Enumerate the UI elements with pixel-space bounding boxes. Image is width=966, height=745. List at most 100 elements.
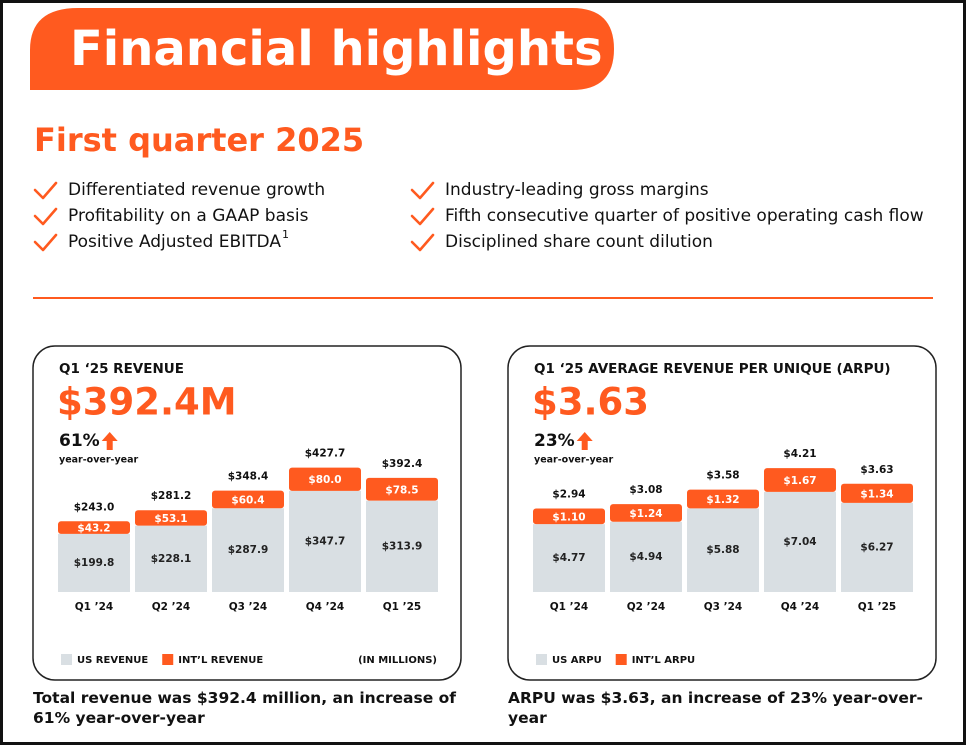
headline: $392.4M	[57, 381, 237, 424]
segment-label: $6.27	[860, 541, 893, 553]
bar-segment	[135, 510, 207, 526]
unit-note: (IN MILLIONS)	[358, 655, 437, 666]
card-title: Q1 ‘25 AVERAGE REVENUE PER UNIQUE (ARPU)	[534, 361, 891, 377]
segment-label: $199.8	[74, 557, 115, 569]
bar-segment	[366, 500, 438, 592]
legend-swatch	[61, 654, 72, 665]
total-label: $243.0	[74, 501, 115, 513]
segment-label: $80.0	[308, 474, 341, 486]
legend-swatch	[536, 654, 547, 665]
total-label: $281.2	[151, 490, 192, 502]
change-label: year-over-year	[534, 455, 614, 466]
up-arrow	[576, 432, 593, 450]
x-tick-label: Q1 ’25	[858, 601, 897, 613]
bar-segment	[58, 521, 130, 534]
bar-segment	[687, 489, 759, 509]
caption: Total revenue was $392.4 million, an inc…	[33, 689, 457, 727]
bar-segment	[289, 490, 361, 592]
bar-segment	[610, 521, 682, 592]
segment-label: $4.94	[629, 551, 662, 563]
segment-label: $1.34	[860, 488, 893, 500]
segment-label: $53.1	[154, 513, 187, 525]
up-arrow	[101, 432, 118, 450]
highlight-text: Positive Adjusted EBITDA	[68, 232, 281, 252]
total-label: $4.21	[783, 448, 816, 460]
total-label: $3.63	[860, 464, 893, 476]
check-icon	[410, 181, 435, 200]
segment-label: $228.1	[151, 553, 192, 565]
check-icon	[410, 233, 435, 252]
x-tick-label: Q1 ’25	[383, 601, 422, 613]
x-tick-label: Q2 ’24	[627, 601, 666, 613]
bar-segment	[533, 524, 605, 592]
segment-label: $1.32	[706, 494, 739, 506]
x-tick-label: Q4 ’24	[781, 601, 820, 613]
segment-label: $313.9	[382, 540, 423, 552]
bar-segment	[533, 508, 605, 525]
x-tick-label: Q3 ’24	[229, 601, 268, 613]
x-tick-label: Q3 ’24	[704, 601, 743, 613]
x-tick-label: Q1 ’24	[550, 601, 589, 613]
bar-segment	[841, 502, 913, 592]
segment-label: $1.67	[783, 475, 816, 487]
segment-label: $1.24	[629, 508, 662, 520]
legend-label: INT’L ARPU	[632, 655, 695, 666]
highlight-text: Industry-leading gross margins	[445, 180, 709, 200]
legend-label: INT’L REVENUE	[178, 655, 263, 666]
bar-segment	[687, 508, 759, 592]
card-title: Q1 ‘25 REVENUE	[59, 361, 184, 377]
legend-swatch	[162, 654, 174, 665]
bar-segment	[135, 525, 207, 592]
total-label: $348.4	[228, 471, 269, 483]
highlight-text: Fifth consecutive quarter of positive op…	[445, 206, 924, 226]
title-pill	[30, 8, 614, 90]
subtitle: First quarter 2025	[34, 121, 364, 159]
segment-label: $1.10	[552, 511, 585, 523]
segment-label: $78.5	[385, 484, 418, 496]
bar-segment	[764, 491, 836, 592]
footnote-mark: 1	[282, 228, 289, 241]
bar-segment	[58, 533, 130, 592]
bar-segment	[610, 504, 682, 522]
total-label: $2.94	[552, 489, 585, 501]
headline: $3.63	[532, 381, 649, 424]
bar-segment	[212, 490, 284, 509]
legend-label: US REVENUE	[77, 655, 148, 666]
bar-segment	[841, 483, 913, 503]
change-label: year-over-year	[59, 455, 139, 466]
total-label: $3.08	[629, 484, 662, 496]
x-tick-label: Q2 ’24	[152, 601, 191, 613]
segment-label: $43.2	[77, 523, 110, 535]
x-tick-label: Q4 ’24	[306, 601, 345, 613]
segment-label: $287.9	[228, 544, 269, 556]
total-label: $427.7	[305, 448, 346, 460]
highlight-text: Profitability on a GAAP basis	[68, 206, 309, 226]
check-icon	[33, 181, 58, 200]
highlight-text: Differentiated revenue growth	[68, 180, 325, 200]
total-label: $3.58	[706, 470, 739, 482]
segment-label: $5.88	[706, 544, 739, 556]
caption: ARPU was $3.63, an increase of 23% year-…	[508, 689, 923, 727]
change: 23%	[534, 431, 575, 451]
legend-swatch	[615, 654, 627, 665]
change: 61%	[59, 431, 100, 451]
check-icon	[410, 207, 435, 226]
highlight-text: Disciplined share count dilution	[445, 232, 713, 252]
x-tick-label: Q1 ’24	[75, 601, 114, 613]
check-icon	[33, 233, 58, 252]
bar-segment	[764, 468, 836, 492]
segment-label: $60.4	[231, 494, 264, 506]
legend-label: US ARPU	[552, 655, 602, 666]
segment-label: $4.77	[552, 552, 585, 564]
bar-segment	[212, 508, 284, 592]
segment-label: $7.04	[783, 536, 816, 548]
bar-segment	[289, 467, 361, 491]
total-label: $392.4	[382, 458, 423, 470]
bar-segment	[366, 477, 438, 501]
segment-label: $347.7	[305, 535, 346, 547]
page-title: Financial highlights	[70, 21, 603, 77]
check-icon	[33, 207, 58, 226]
